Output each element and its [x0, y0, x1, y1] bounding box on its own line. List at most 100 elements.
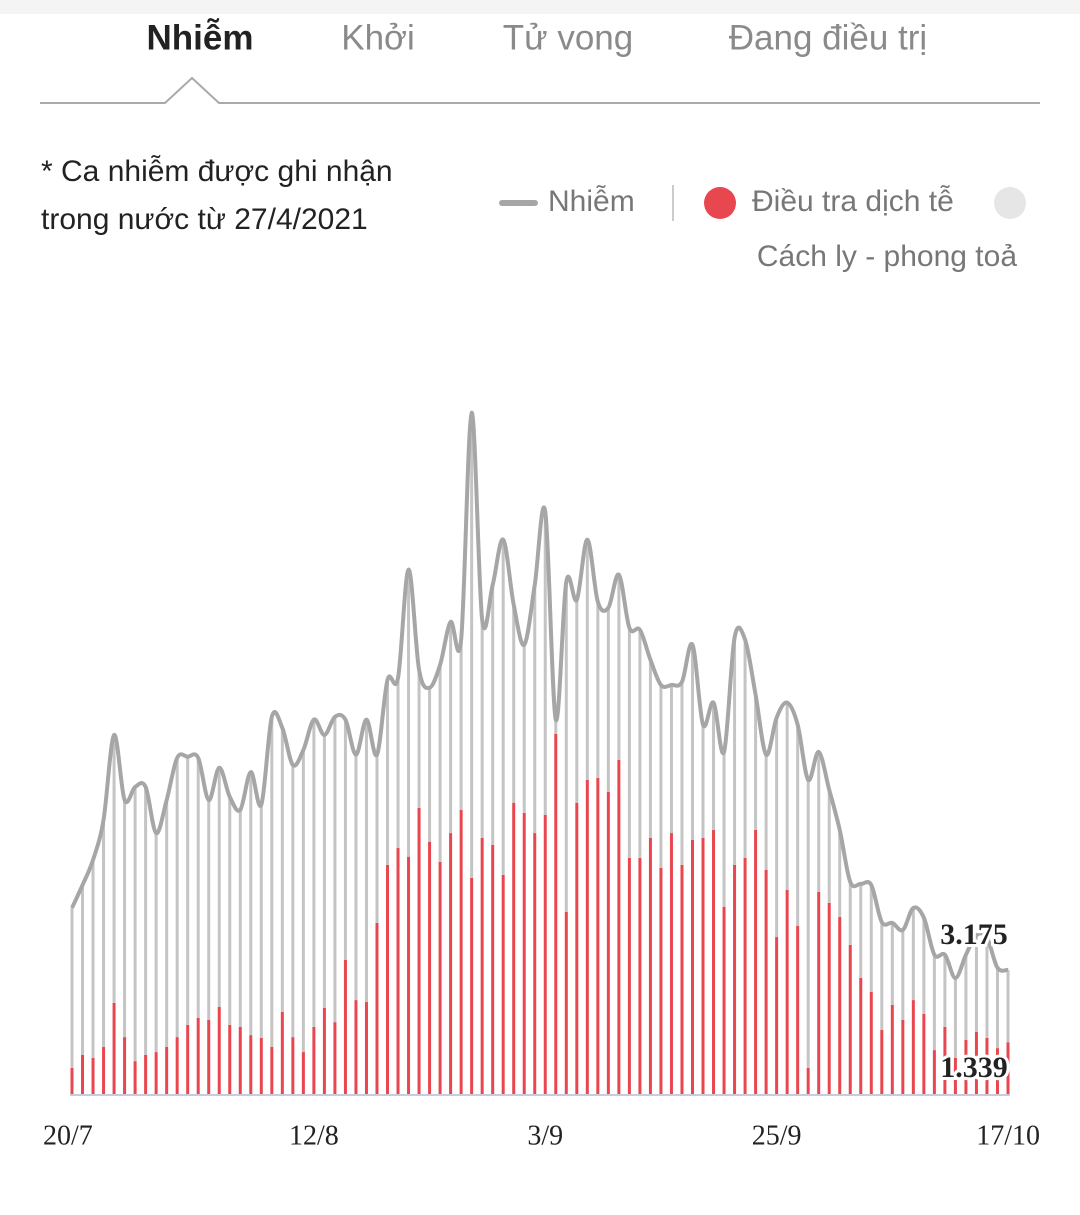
- bar: [312, 1026, 316, 1095]
- bar: [70, 1067, 74, 1095]
- tab[interactable]: Tử vong: [503, 18, 633, 57]
- bar: [669, 833, 673, 1095]
- bar: [70, 907, 74, 1068]
- bar: [449, 833, 453, 1095]
- bar: [785, 889, 789, 1095]
- tab[interactable]: Khởi: [341, 18, 415, 57]
- tab[interactable]: Đang điều trị: [729, 18, 927, 57]
- bar: [480, 619, 484, 838]
- bar: [449, 621, 453, 834]
- note: * Ca nhiễm được ghi nhận: [41, 155, 393, 188]
- bar: [144, 1054, 148, 1095]
- bar: [880, 1030, 884, 1095]
- bar: [417, 669, 421, 808]
- bar: [564, 581, 568, 912]
- bar: [301, 749, 305, 1053]
- bar: [533, 584, 537, 834]
- bar: [806, 1067, 810, 1095]
- bar: [648, 659, 652, 838]
- bar: [585, 779, 589, 1095]
- bar: [512, 604, 516, 803]
- note: trong nước từ 27/4/2021: [41, 203, 368, 236]
- bar: [259, 1037, 263, 1095]
- bar: [238, 1026, 242, 1095]
- bar: [848, 944, 852, 1095]
- bar: [112, 1002, 116, 1095]
- bar: [386, 679, 390, 865]
- bar: [291, 764, 295, 1038]
- bar: [796, 724, 800, 927]
- x-tick-label: 20/7: [43, 1120, 93, 1151]
- bar: [722, 751, 726, 907]
- bar: [575, 802, 579, 1095]
- bar: [838, 916, 842, 1095]
- x-tick-label: 3/9: [527, 1120, 563, 1151]
- legend-dot: [994, 187, 1026, 219]
- bar: [133, 1061, 137, 1095]
- bar: [354, 1000, 358, 1095]
- bar: [743, 857, 747, 1095]
- bar: [81, 1054, 85, 1095]
- bar: [407, 856, 411, 1095]
- bar: [123, 799, 127, 1038]
- bar: [627, 627, 631, 858]
- bar: [754, 694, 758, 830]
- bar: [764, 754, 768, 870]
- bar: [501, 874, 505, 1095]
- bar: [817, 751, 821, 892]
- bar: [322, 1007, 326, 1095]
- bar: [343, 719, 347, 960]
- bar: [217, 767, 221, 1007]
- bar: [953, 1057, 957, 1095]
- bar: [280, 727, 284, 1012]
- bar: [943, 1026, 947, 1095]
- bar: [554, 733, 558, 1095]
- bar: [470, 877, 474, 1095]
- bar: [995, 967, 999, 1049]
- bar: [491, 584, 495, 845]
- bar: [722, 906, 726, 1095]
- top-bar: [0, 0, 1080, 14]
- bar: [480, 837, 484, 1095]
- bar: [859, 883, 863, 979]
- bar: [596, 777, 600, 1095]
- bar: [543, 511, 547, 815]
- bar: [228, 1024, 232, 1095]
- tab[interactable]: Nhiễm: [147, 17, 254, 57]
- bar: [438, 861, 442, 1095]
- bar: [554, 719, 558, 734]
- bar: [133, 786, 137, 1062]
- bar: [690, 644, 694, 840]
- bar: [974, 1031, 978, 1095]
- bar: [617, 574, 621, 760]
- bar: [249, 1035, 253, 1095]
- bar: [627, 857, 631, 1095]
- bar: [459, 639, 463, 810]
- bar: [775, 717, 779, 938]
- bar: [375, 754, 379, 923]
- bar: [564, 911, 568, 1095]
- bar: [733, 864, 737, 1095]
- bar: [522, 644, 526, 813]
- bar: [270, 1046, 274, 1095]
- bar: [280, 1011, 284, 1095]
- value-label: 3.175: [940, 918, 1008, 951]
- bar: [470, 412, 474, 878]
- bar: [838, 829, 842, 917]
- bar: [974, 935, 978, 1032]
- bar: [501, 539, 505, 875]
- bar: [343, 959, 347, 1095]
- legend-label: Điều tra dịch tễ: [752, 185, 954, 218]
- bar: [238, 809, 242, 1027]
- bar: [491, 844, 495, 1095]
- bar: [186, 756, 190, 1025]
- bar: [701, 724, 705, 838]
- bar: [165, 1046, 169, 1095]
- bar: [932, 954, 936, 1051]
- bar: [964, 954, 968, 1040]
- legend-label: Cách ly - phong toả: [757, 240, 1017, 273]
- bar: [827, 789, 831, 903]
- bar: [764, 869, 768, 1095]
- bar: [249, 772, 253, 1036]
- bar: [890, 922, 894, 1005]
